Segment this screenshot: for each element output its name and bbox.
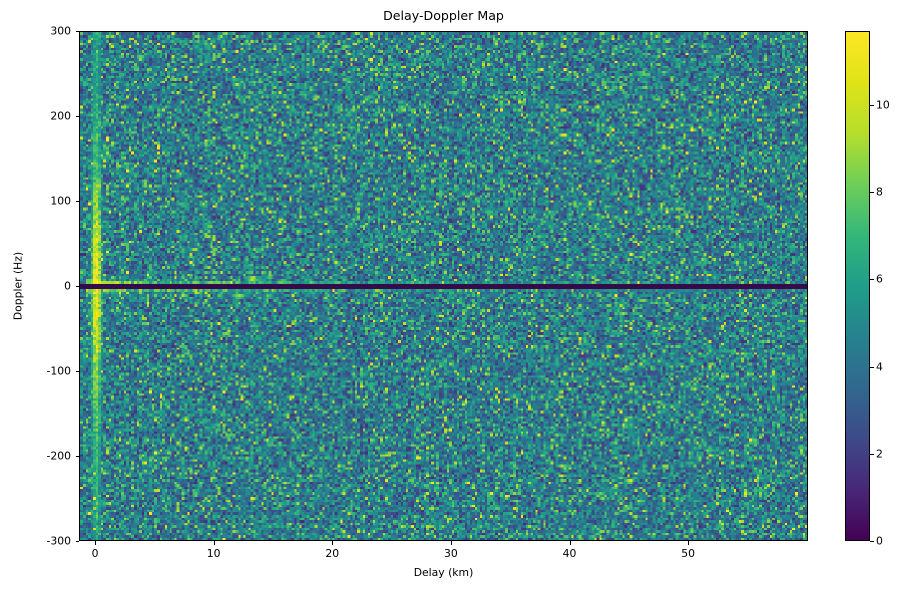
colorbar-tick-mark [870,541,874,542]
colorbar-tick-label: 4 [876,360,883,374]
y-tick-mark [75,116,79,117]
x-tick-mark [332,541,334,545]
y-tick-mark [75,456,79,457]
page-title: Delay-Doppler Map [383,8,504,23]
colorbar-tick-label: 2 [876,447,883,461]
colorbar-tick-label: 8 [876,185,883,199]
heatmap-image [80,32,807,540]
colorbar-tick-mark [870,105,874,107]
x-tick-label: 0 [91,547,99,560]
y-tick-label: -100 [46,364,71,378]
x-tick-label: 40 [562,547,577,560]
y-tick-label: 100 [50,194,71,208]
y-tick-label: -300 [46,534,71,548]
y-tick-mark [75,201,79,202]
x-tick-mark [688,541,690,545]
y-tick-mark [75,541,79,542]
colorbar-tick-mark [870,453,874,455]
colorbar[interactable] [845,31,870,541]
y-tick-mark [75,371,79,372]
x-tick-mark [95,541,96,545]
y-tick-label: 0 [64,279,71,293]
y-tick-mark [75,286,79,287]
x-tick-label: 50 [681,547,696,560]
x-tick-label: 20 [325,547,340,560]
x-axis-label: Delay (km) [413,566,474,579]
x-tick-mark [213,541,215,545]
y-tick-label: 200 [50,109,71,123]
delay-doppler-heatmap-axes[interactable] [79,31,808,541]
x-tick-mark [569,541,571,545]
colorbar-tick-label: 10 [876,98,890,112]
x-tick-label: 30 [444,547,458,560]
colorbar-tick-mark [870,366,874,368]
colorbar-tick-label: 6 [876,272,883,286]
colorbar-tick-mark [870,192,874,194]
y-tick-label: 300 [50,24,71,38]
colorbar-tick-label: 0 [876,534,883,548]
colorbar-gradient [846,32,869,540]
y-tick-label: -200 [46,449,71,463]
colorbar-tick-mark [870,279,874,281]
x-tick-label: 10 [206,547,221,560]
x-tick-mark [450,541,452,545]
y-tick-mark [75,31,79,32]
